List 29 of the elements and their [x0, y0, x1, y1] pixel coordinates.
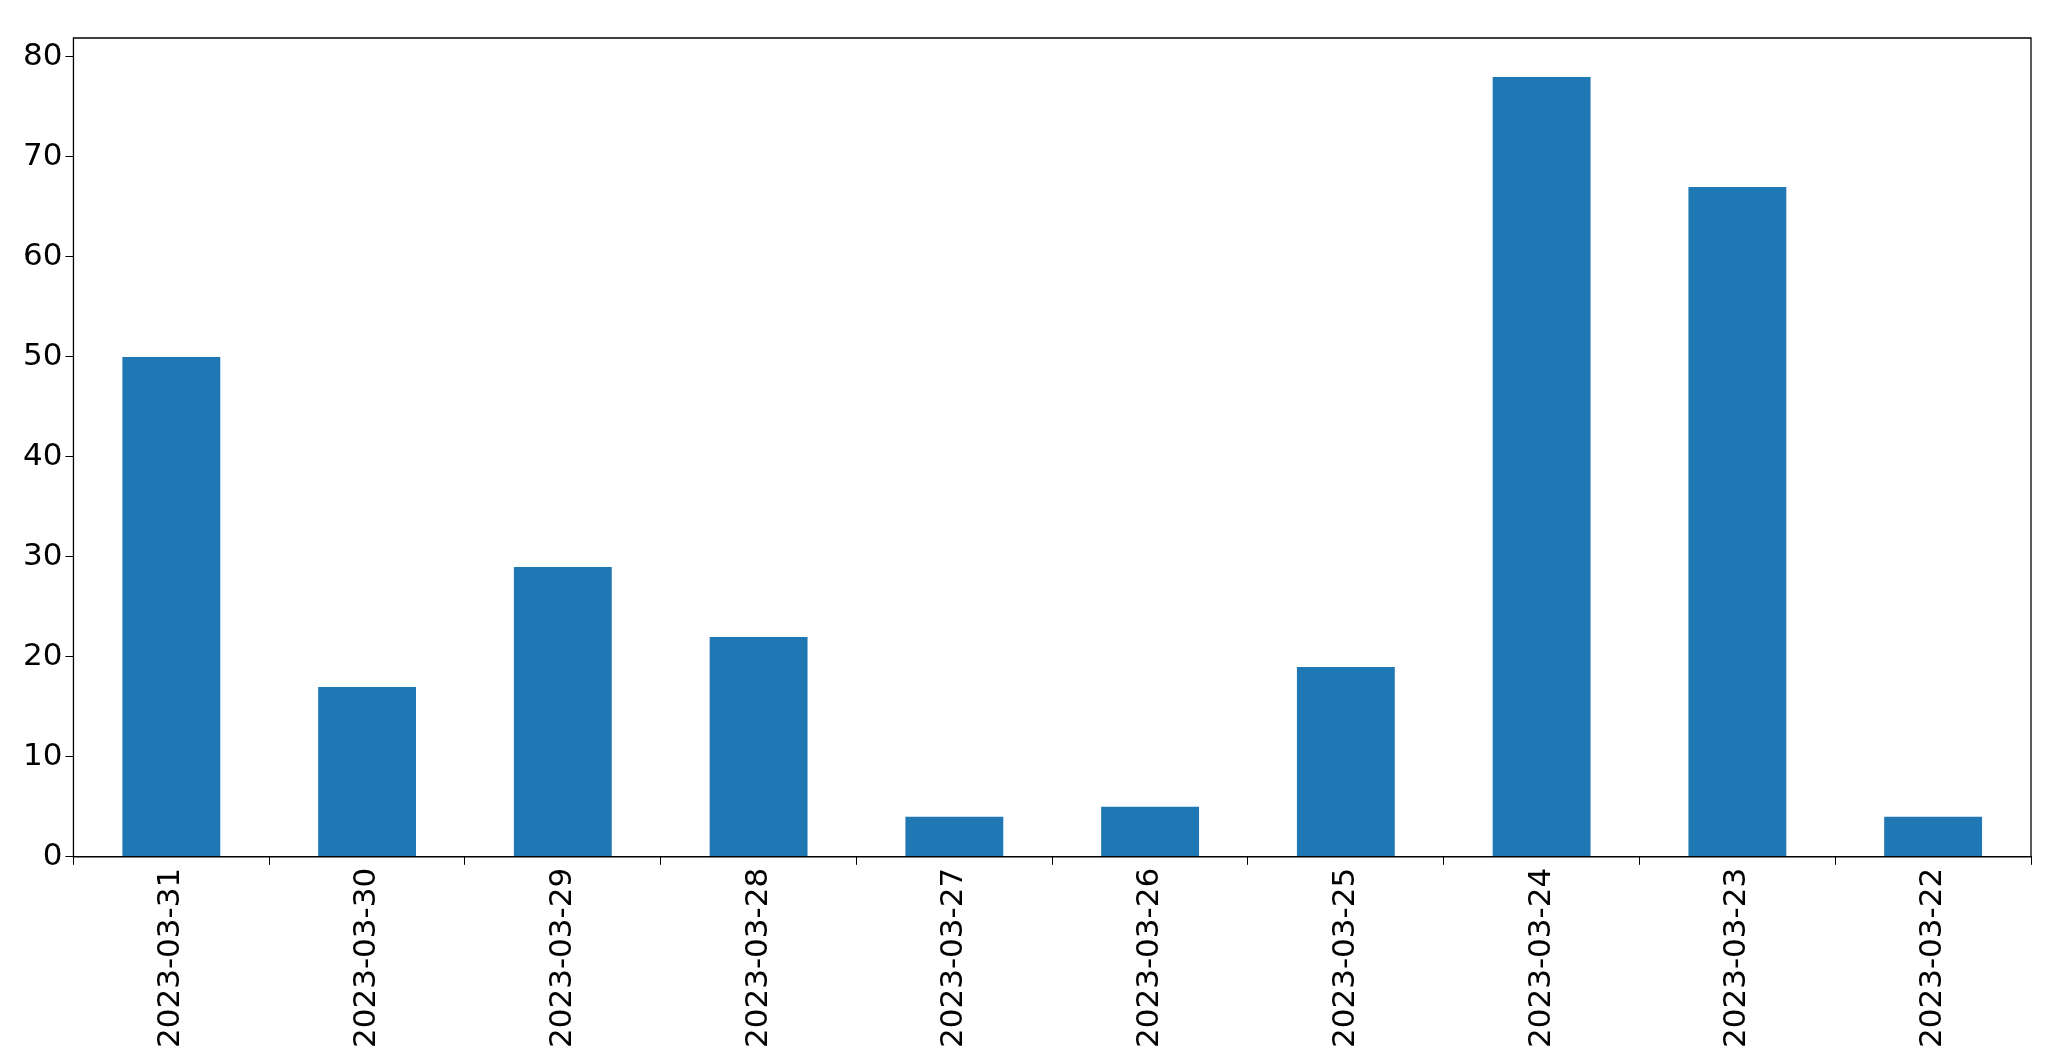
- bar: [1101, 806, 1200, 857]
- y-tick-label: 30: [22, 535, 63, 572]
- bar: [1492, 76, 1591, 857]
- x-tick-label: 2023-03-23: [1716, 867, 1753, 1049]
- y-tick-label: 50: [22, 335, 63, 372]
- x-tick-label: 2023-03-25: [1324, 867, 1361, 1049]
- y-tick-label: 40: [22, 435, 63, 472]
- bar: [318, 686, 417, 857]
- x-tick-label: 2023-03-30: [346, 867, 383, 1049]
- bar: [709, 636, 808, 857]
- y-tick-label: 20: [22, 635, 63, 672]
- bar: [1296, 666, 1395, 857]
- x-tick-label: 2023-03-22: [1912, 867, 1949, 1049]
- y-tick-label: 70: [22, 136, 63, 173]
- x-tick-label: 2023-03-31: [150, 867, 187, 1049]
- y-tick-label: 60: [22, 236, 63, 272]
- y-tick-label: 0: [42, 835, 63, 872]
- bar: [513, 566, 612, 857]
- bar: [1884, 816, 1983, 857]
- bar: [122, 356, 221, 857]
- y-tick-label: 10: [22, 735, 63, 772]
- y-tick-label: 80: [22, 36, 63, 73]
- x-tick-label: 2023-03-24: [1520, 867, 1557, 1049]
- bar: [1688, 186, 1787, 857]
- x-tick-label: 2023-03-26: [1129, 867, 1166, 1049]
- bar: [905, 816, 1004, 857]
- x-tick-label: 2023-03-29: [541, 867, 578, 1049]
- x-tick-label: 2023-03-27: [933, 867, 970, 1049]
- x-tick-label: 2023-03-28: [737, 867, 774, 1049]
